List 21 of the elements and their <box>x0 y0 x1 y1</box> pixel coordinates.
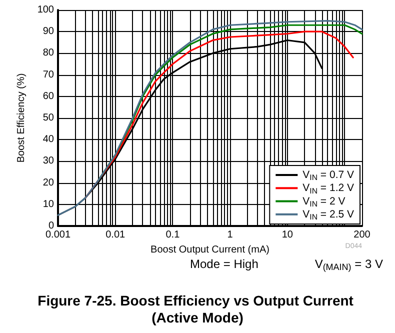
y-tick-label: 100 <box>37 4 54 16</box>
x-tick-label: 200 <box>354 230 371 240</box>
y-tick-label: 0 <box>48 220 54 232</box>
y-tick-label: 20 <box>42 177 54 188</box>
x-tick-label: 0.01 <box>106 230 126 240</box>
y-tick-label: 30 <box>42 156 54 167</box>
y-tick-label: 10 <box>42 198 54 210</box>
y-axis-title: Boost Efficiency (%) <box>16 73 27 163</box>
x-tick-label: 0.001 <box>45 230 71 240</box>
y-tick-label: 80 <box>42 48 54 59</box>
y-tick-label: 60 <box>42 90 54 102</box>
y-tick-label: 40 <box>42 134 54 146</box>
x-tick-label: 10 <box>282 230 294 240</box>
y-tick-label: 50 <box>42 112 54 124</box>
text: Figure 7-25. Boost Efficiency vs Output Current (Active Mode) <box>38 292 358 326</box>
text: Mode = High <box>190 257 258 271</box>
y-tick-label: 90 <box>42 26 54 38</box>
x-tick-label: 0.1 <box>166 230 180 240</box>
x-axis-title: Boost Output Current (mA) <box>150 244 270 256</box>
x-tick-label: 1 <box>227 230 234 240</box>
y-tick-label: 70 <box>42 69 54 80</box>
